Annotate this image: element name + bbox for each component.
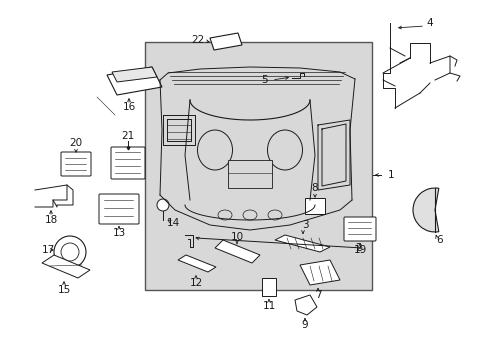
Circle shape xyxy=(61,243,79,261)
Text: 19: 19 xyxy=(353,245,366,255)
Text: 12: 12 xyxy=(189,278,202,288)
Text: 20: 20 xyxy=(69,138,82,148)
Ellipse shape xyxy=(267,210,282,220)
Text: 3: 3 xyxy=(301,220,307,230)
Text: 5: 5 xyxy=(261,75,268,85)
Polygon shape xyxy=(107,67,162,95)
Text: 4: 4 xyxy=(426,18,432,28)
Bar xyxy=(145,42,371,290)
Text: 18: 18 xyxy=(44,215,58,225)
Text: 15: 15 xyxy=(57,285,70,295)
Polygon shape xyxy=(274,235,329,252)
Ellipse shape xyxy=(267,130,302,170)
Polygon shape xyxy=(294,295,316,315)
Bar xyxy=(305,198,325,214)
Wedge shape xyxy=(412,188,438,232)
FancyBboxPatch shape xyxy=(343,217,375,241)
Text: 7: 7 xyxy=(314,290,321,300)
Text: 2: 2 xyxy=(354,243,361,253)
Text: 14: 14 xyxy=(166,218,179,228)
Text: 11: 11 xyxy=(262,301,275,311)
Polygon shape xyxy=(299,260,339,285)
Polygon shape xyxy=(215,240,260,263)
Text: 21: 21 xyxy=(121,131,134,141)
Polygon shape xyxy=(112,67,157,82)
Ellipse shape xyxy=(197,130,232,170)
Text: 8: 8 xyxy=(311,183,318,193)
Ellipse shape xyxy=(243,210,257,220)
FancyBboxPatch shape xyxy=(111,147,145,179)
Circle shape xyxy=(157,199,169,211)
Text: 1: 1 xyxy=(387,170,394,180)
Ellipse shape xyxy=(218,210,231,220)
Polygon shape xyxy=(42,255,90,278)
Text: 10: 10 xyxy=(230,232,243,242)
Polygon shape xyxy=(209,33,242,50)
Bar xyxy=(227,160,271,188)
FancyBboxPatch shape xyxy=(61,152,91,176)
Text: 22: 22 xyxy=(191,35,204,45)
FancyBboxPatch shape xyxy=(99,194,139,224)
Text: 17: 17 xyxy=(41,245,55,255)
Circle shape xyxy=(54,236,86,268)
Text: 6: 6 xyxy=(436,235,443,245)
Bar xyxy=(262,278,275,296)
Text: 9: 9 xyxy=(301,320,307,330)
Text: 16: 16 xyxy=(122,102,135,112)
Polygon shape xyxy=(178,255,216,272)
Text: 13: 13 xyxy=(112,228,125,238)
